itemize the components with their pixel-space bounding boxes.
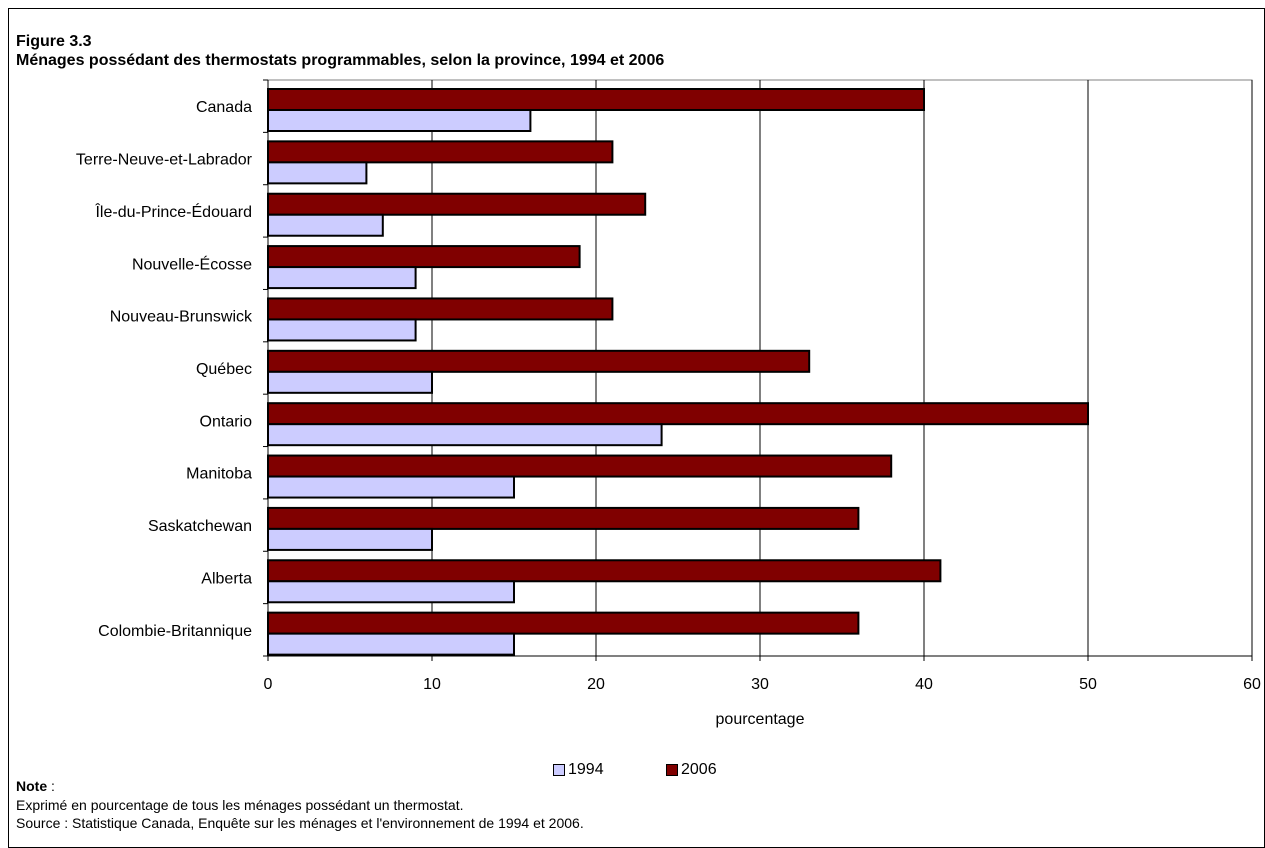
figure-number: Figure 3.3	[16, 33, 92, 50]
y-category-label: Nouvelle-Écosse	[132, 254, 252, 273]
bar-1994	[267, 318, 417, 342]
bar-2006	[267, 559, 942, 583]
y-category-label: Île-du-Prince-Édouard	[94, 202, 252, 221]
bar-2006	[267, 611, 860, 635]
bar-2006	[267, 454, 893, 478]
legend-item-2006: 2006	[666, 761, 717, 779]
bar-2006	[267, 192, 647, 216]
x-tick-label: 30	[751, 676, 769, 693]
bar-2006	[267, 140, 614, 164]
source-text: Source : Statistique Canada, Enquête sur…	[16, 815, 584, 831]
y-category-label: Alberta	[201, 570, 252, 587]
x-tick-label: 10	[423, 676, 441, 693]
note-text: Exprimé en pourcentage de tous les ménag…	[16, 797, 464, 813]
bar-2006	[267, 297, 614, 321]
bar-1994	[267, 161, 368, 185]
y-category-label: Saskatchewan	[148, 518, 252, 535]
x-tick-label: 0	[264, 676, 273, 693]
bar-1994	[267, 109, 532, 132]
legend-label-1994: 1994	[568, 761, 604, 778]
legend-item-1994: 1994	[553, 761, 604, 779]
bar-1994	[267, 213, 384, 237]
bar-1994	[267, 423, 663, 447]
x-tick-label: 50	[1079, 676, 1097, 693]
bar-1994	[267, 370, 433, 394]
figure-title: Ménages possédant des thermostats progra…	[16, 52, 665, 69]
note-heading: Note :	[16, 778, 55, 794]
x-axis-label: pourcentage	[716, 711, 805, 728]
legend-swatch-2006	[666, 764, 678, 776]
bar-1994	[267, 266, 417, 290]
bar-2006	[267, 402, 1089, 426]
y-category-label: Terre-Neuve-et-Labrador	[76, 152, 253, 169]
legend-label-2006: 2006	[681, 761, 717, 778]
bar-2006	[267, 349, 811, 373]
y-category-label: Ontario	[200, 413, 253, 430]
y-category-label: Nouveau-Brunswick	[110, 309, 253, 326]
x-tick-label: 20	[587, 676, 605, 693]
bar-1994	[267, 527, 433, 551]
y-category-label: Colombie-Britannique	[98, 623, 252, 640]
x-tick-label: 60	[1243, 676, 1261, 693]
legend-swatch-1994	[553, 764, 565, 776]
x-tick-label: 40	[915, 676, 933, 693]
note-label: Note	[16, 778, 48, 794]
bar-1994	[267, 632, 515, 656]
y-category-label: Québec	[196, 361, 252, 378]
bar-1994	[267, 580, 515, 604]
bar-2006	[267, 506, 860, 530]
y-category-label: Canada	[196, 99, 252, 116]
note-suffix: :	[47, 778, 55, 794]
bar-2006	[267, 245, 581, 269]
y-category-label: Manitoba	[186, 466, 252, 483]
bar-2006	[267, 88, 925, 111]
bar-1994	[267, 475, 515, 499]
